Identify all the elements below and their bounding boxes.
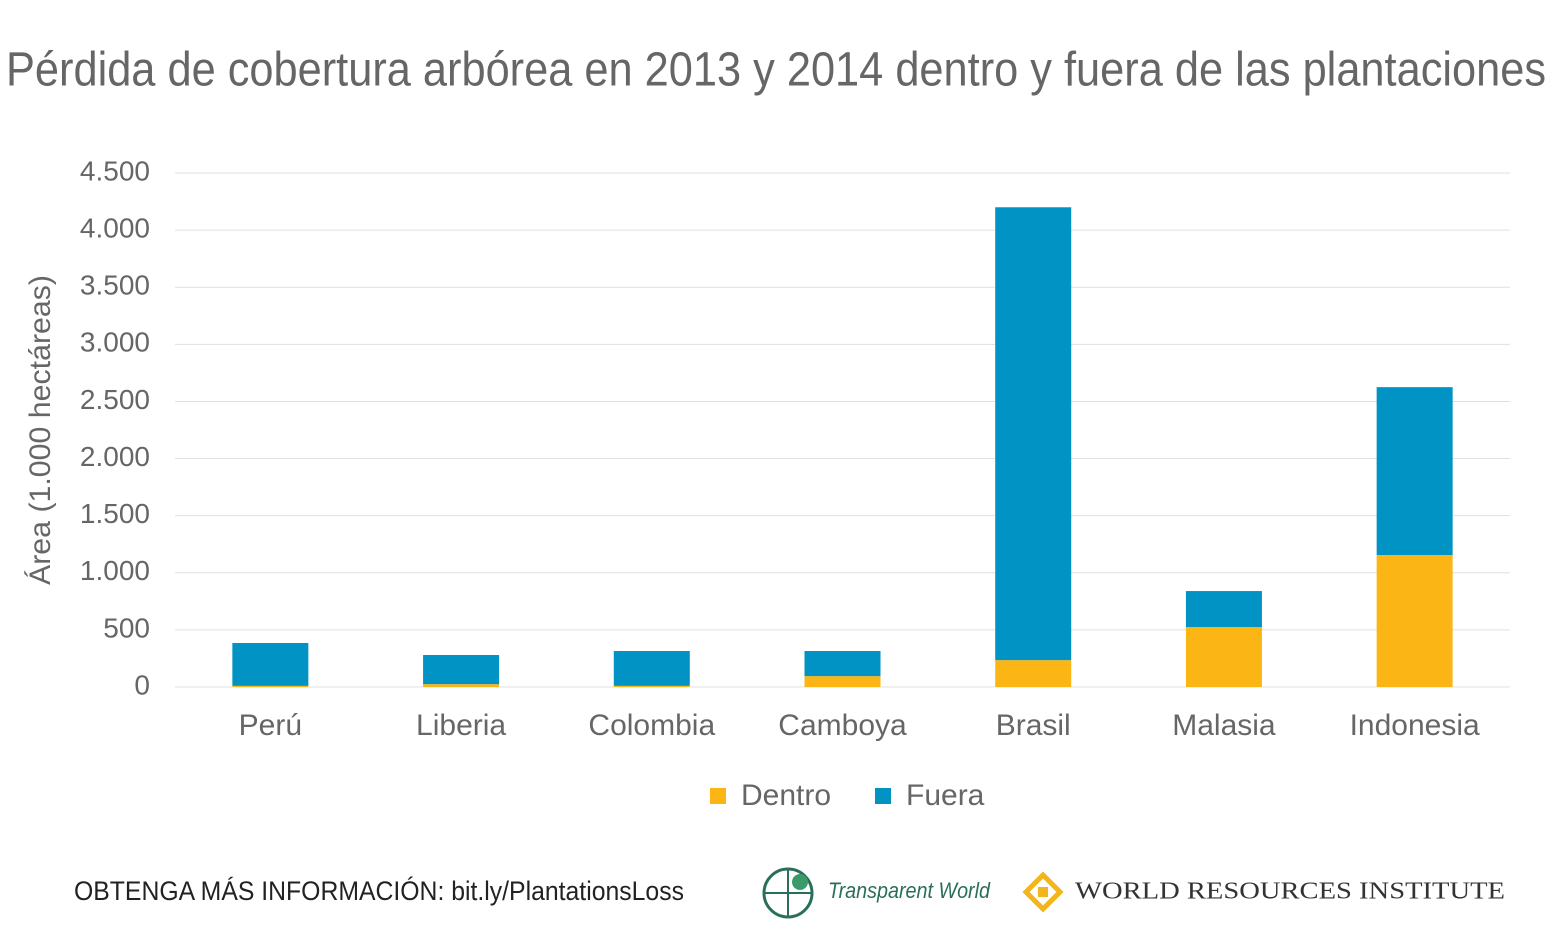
x-tick-label: Malasia bbox=[1172, 709, 1276, 742]
footer-info: OBTENGA MÁS INFORMACIÓN: bit.ly/Plantati… bbox=[74, 875, 684, 906]
x-tick-label: Indonesia bbox=[1350, 709, 1480, 742]
y-tick-label: 2.500 bbox=[80, 384, 150, 415]
bar-segment bbox=[232, 685, 309, 687]
bar-segment bbox=[232, 643, 309, 686]
chart-title: Pérdida de cobertura arbórea en 2013 y 2… bbox=[6, 44, 1546, 97]
y-tick-label: 4.000 bbox=[80, 213, 150, 244]
bar-segment bbox=[1376, 387, 1453, 556]
y-tick-label: 4.500 bbox=[80, 155, 150, 186]
bar-segment bbox=[613, 685, 690, 687]
y-tick-label: 3.500 bbox=[80, 270, 150, 301]
x-tick-label: Camboya bbox=[778, 709, 907, 742]
bar-segment bbox=[613, 651, 690, 686]
y-tick-label: 2.000 bbox=[80, 441, 150, 472]
bar-segment bbox=[995, 207, 1072, 661]
y-axis-label: Área (1.000 hectáreas) bbox=[24, 275, 57, 585]
bar-segment bbox=[804, 651, 881, 677]
y-tick-label: 500 bbox=[103, 612, 150, 643]
bar-segment bbox=[423, 655, 500, 685]
legend-label: Dentro bbox=[741, 779, 831, 812]
logo-icon bbox=[1022, 871, 1064, 913]
x-tick-label: Brasil bbox=[996, 709, 1071, 742]
x-tick-label: Perú bbox=[239, 709, 302, 742]
legend-swatch bbox=[710, 788, 726, 804]
logo-text: WORLD RESOURCES INSTITUTE bbox=[1075, 879, 1505, 905]
bar-segment bbox=[995, 660, 1072, 687]
y-tick-label: 0 bbox=[134, 669, 150, 700]
y-tick-label: 1.000 bbox=[80, 555, 150, 586]
x-tick-label: Liberia bbox=[416, 709, 506, 742]
logo-text: Transparent World bbox=[828, 878, 991, 903]
bar-segment bbox=[1185, 591, 1262, 628]
y-tick-label: 3.000 bbox=[80, 327, 150, 358]
bar-segment bbox=[1376, 555, 1453, 687]
legend-label: Fuera bbox=[906, 779, 985, 812]
legend-swatch bbox=[875, 788, 891, 804]
bar-segment bbox=[423, 684, 500, 687]
y-tick-label: 1.500 bbox=[80, 498, 150, 529]
logo-icon bbox=[762, 867, 814, 919]
bar-segment bbox=[804, 676, 881, 687]
bar-segment bbox=[1185, 627, 1262, 687]
x-tick-label: Colombia bbox=[588, 709, 715, 742]
